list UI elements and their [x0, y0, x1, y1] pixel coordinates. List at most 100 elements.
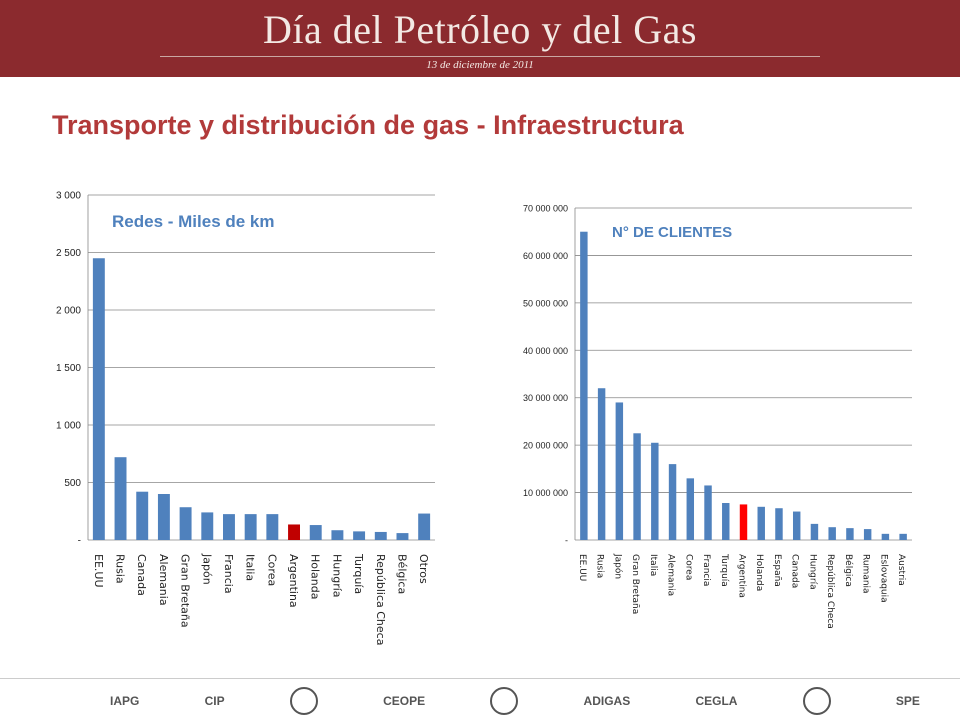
bar	[266, 514, 279, 540]
cegla-logo: CEGLA	[695, 694, 738, 708]
x-tick-label: Rusia	[595, 554, 605, 578]
footer-divider	[0, 678, 960, 679]
y-tick-label: 10 000 000	[523, 488, 568, 498]
bar	[633, 433, 641, 540]
bar	[668, 464, 677, 540]
y-tick-label: 3 000	[56, 191, 81, 202]
banner-date: 13 de diciembre de 2011	[426, 59, 534, 71]
bar	[881, 533, 890, 540]
x-tick-label: Hungría	[807, 554, 817, 590]
x-tick-label: Hungría	[330, 554, 343, 598]
x-tick-label: Japón	[612, 553, 623, 579]
x-tick-label: Bélgica	[395, 554, 408, 594]
bar	[309, 525, 322, 540]
x-tick-label: Turquía	[352, 553, 365, 594]
bar	[810, 523, 819, 540]
bar	[651, 442, 659, 540]
y-tick-label: 500	[64, 478, 81, 489]
chart-title: Redes - Miles de km	[112, 212, 275, 231]
x-tick-label: Canada	[790, 554, 800, 588]
x-tick-label: Alemania	[666, 554, 676, 596]
bar	[863, 529, 872, 540]
bar	[114, 457, 127, 540]
page-title: Transporte y distribución de gas - Infra…	[52, 110, 684, 140]
y-tick-label: 20 000 000	[523, 441, 568, 451]
bar	[418, 513, 431, 540]
footer-logos: IAPG CIP CEOPE ADIGAS CEGLA SPE	[110, 686, 920, 716]
bar	[244, 514, 257, 540]
bar	[704, 485, 712, 540]
bar	[739, 504, 748, 540]
bar	[353, 531, 366, 540]
ceope-logo: CEOPE	[383, 694, 426, 708]
y-tick-label: 1 000	[56, 421, 81, 432]
x-tick-label: Corea	[683, 554, 693, 580]
round-seal-logo	[802, 687, 831, 715]
bar	[828, 527, 836, 540]
x-tick-label: Rusia	[114, 554, 127, 584]
x-tick-label: Alemania	[157, 554, 170, 606]
x-tick-label: Turquía	[719, 553, 729, 587]
x-tick-label: Gran Bretaña	[179, 554, 192, 628]
bar	[201, 512, 214, 540]
bar	[136, 491, 149, 540]
bar	[396, 533, 409, 540]
bar	[374, 531, 387, 540]
spe-logo: SPE	[895, 694, 920, 708]
x-tick-label: Rumania	[861, 554, 871, 594]
x-tick-label: EE.UU	[92, 554, 105, 588]
x-tick-label: Francia	[222, 554, 235, 594]
y-tick-label: -	[565, 536, 568, 546]
bar	[331, 530, 344, 540]
x-tick-label: Corea	[265, 554, 278, 586]
bar	[597, 388, 606, 540]
bar	[157, 494, 170, 540]
x-tick-label: Austria	[896, 554, 906, 586]
chart-title: N° DE CLIENTES	[612, 224, 732, 241]
iapg-logo: IAPG	[110, 694, 140, 708]
x-tick-label: Italia	[648, 554, 658, 576]
x-tick-label: Eslovaquia	[878, 554, 888, 603]
adigas-logo: ADIGAS	[583, 694, 631, 708]
bar	[179, 507, 192, 540]
x-tick-label: Francia	[701, 554, 711, 586]
x-tick-label: Gran Bretaña	[630, 554, 640, 614]
x-tick-label: EE.UU	[577, 554, 587, 581]
x-tick-label: República Checa	[374, 554, 387, 645]
bar	[792, 511, 801, 540]
y-tick-label: 2 000	[56, 306, 81, 317]
bar	[223, 514, 235, 540]
x-tick-label: España	[772, 554, 782, 587]
y-tick-label: 40 000 000	[523, 346, 568, 356]
x-tick-label: Canada	[135, 554, 148, 596]
x-tick-label: Holanda	[754, 554, 764, 591]
banner-title: Día del Petróleo y del Gas	[263, 7, 697, 52]
x-tick-label: Holanda	[309, 554, 322, 600]
y-tick-label: -	[78, 536, 81, 547]
x-tick-label: Italia	[244, 554, 257, 581]
x-tick-label: Otros	[417, 554, 430, 584]
bar	[288, 524, 300, 540]
bar	[899, 533, 907, 540]
bar	[686, 478, 695, 540]
header-banner: Día del Petróleo y del Gas 13 de diciemb…	[0, 0, 960, 77]
bar	[757, 506, 765, 540]
bar	[615, 402, 624, 540]
x-tick-label: Argentina	[287, 554, 300, 608]
y-tick-label: 30 000 000	[523, 393, 568, 403]
x-tick-label: República Checa	[825, 554, 835, 629]
bar	[722, 503, 730, 540]
bar	[92, 258, 105, 540]
y-tick-label: 1 500	[56, 363, 81, 374]
bar	[846, 528, 854, 540]
y-tick-label: 60 000 000	[523, 251, 568, 261]
cip-logo: CIP	[204, 694, 225, 708]
x-tick-label: Bélgica	[843, 554, 854, 587]
seal-logo	[490, 687, 519, 715]
y-tick-label: 2 500	[56, 248, 81, 259]
x-tick-label: Argentina	[737, 554, 747, 598]
y-tick-label: 70 000 000	[523, 204, 568, 214]
banner-divider	[160, 56, 820, 57]
